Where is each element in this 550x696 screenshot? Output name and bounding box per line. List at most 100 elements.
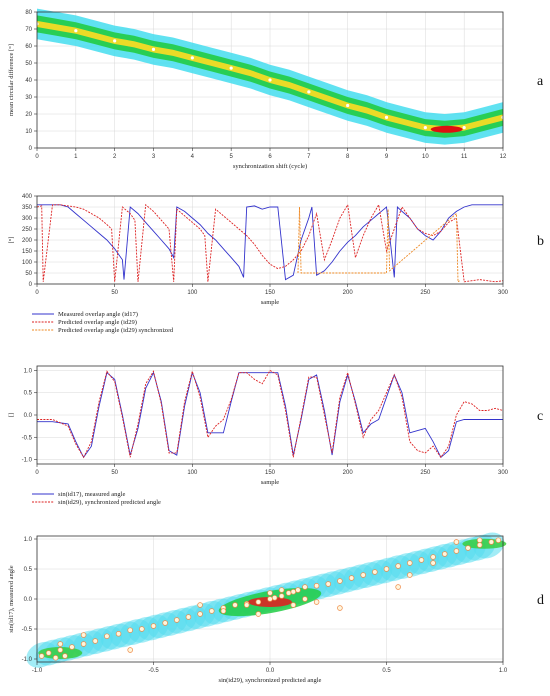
panel-c-axes: 0 50 100 150 200 250 300 -1.0 -0.5 0.0 0.5 1.0 bbox=[22, 365, 509, 476]
panel-d-point bbox=[139, 626, 145, 632]
panel-d-point bbox=[290, 589, 297, 595]
panel-b-y-tick-label: 150 bbox=[22, 249, 33, 255]
panel-c-x-tick-label: 150 bbox=[265, 470, 276, 476]
panel-b-y-tick-label: 350 bbox=[22, 205, 33, 211]
panel-d-point bbox=[185, 614, 192, 620]
panel-a-x-axis-label: synchronization shift (cycle) bbox=[233, 163, 307, 170]
panel-a-label: a bbox=[537, 74, 544, 89]
panel-a-x-tick-label: 7 bbox=[307, 154, 311, 160]
panel-a-y-tick-label: 70 bbox=[25, 27, 32, 33]
panel-a-x-tick-label: 8 bbox=[346, 154, 350, 160]
panel-b-label: b bbox=[537, 234, 544, 249]
panel-d-point bbox=[418, 557, 425, 563]
panel-a-x-tick-label: 2 bbox=[113, 154, 117, 160]
panel-d-point bbox=[476, 542, 483, 548]
panel-a-x-tick-label: 10 bbox=[422, 154, 429, 160]
panel-d-point bbox=[243, 602, 250, 608]
panel-c-y-tick-label: 1.0 bbox=[24, 368, 33, 374]
panel-a-point bbox=[462, 126, 466, 130]
panel-a-point bbox=[346, 103, 350, 108]
panel-d-point bbox=[476, 537, 483, 543]
panel-d-point bbox=[150, 623, 157, 629]
panel-a-point bbox=[423, 126, 427, 130]
panel-a-y-tick-label: 10 bbox=[25, 129, 32, 135]
panel-d-point bbox=[407, 572, 413, 578]
panel-d-point bbox=[52, 655, 59, 661]
panel-a-x-tick-label: 12 bbox=[500, 154, 507, 160]
panel-d-point bbox=[197, 602, 203, 608]
panel-d-x-tick-label: 0.0 bbox=[266, 668, 275, 674]
panel-a-x-tick-label: 6 bbox=[268, 154, 272, 160]
panel-a-point bbox=[113, 39, 117, 43]
panel-a-density-peak bbox=[430, 125, 463, 133]
panel-c-x-tick-label: 300 bbox=[498, 470, 509, 476]
panel-a-y-tick-label: 30 bbox=[25, 95, 32, 101]
panel-a-x-tick-label: 9 bbox=[385, 154, 389, 160]
panel-d-label: d bbox=[537, 593, 544, 608]
panel-b-y-tick-label: 0 bbox=[29, 282, 33, 288]
panel-d-x-axis-label: sin(id29), synchronized predicted angle bbox=[219, 677, 322, 684]
panel-d-x-tick-label: -0.5 bbox=[148, 668, 159, 674]
panel-a-point bbox=[229, 66, 233, 70]
panel-d-point bbox=[115, 631, 122, 637]
panel-d-point bbox=[45, 650, 52, 656]
panel-c-legend-label: sin(id17), measured angle bbox=[58, 491, 125, 498]
panel-c-y-axis-label: [] bbox=[8, 413, 15, 417]
panel-a-x-tick-label: 0 bbox=[35, 154, 39, 160]
panel-d-point bbox=[295, 587, 301, 593]
panel-d-point bbox=[313, 599, 320, 605]
panel-d-point bbox=[197, 611, 203, 617]
panel-d-point bbox=[430, 560, 436, 566]
panel-d-point bbox=[174, 617, 180, 623]
panel-b-x-axis-label: sample bbox=[261, 299, 280, 306]
panel-b-y-axis-label: [°] bbox=[8, 237, 15, 244]
panel-c-x-tick-label: 250 bbox=[420, 470, 431, 476]
panel-b-legend: Measured overlap angle (id17)Predicted o… bbox=[32, 311, 174, 334]
panel-a-x-tick-label: 4 bbox=[191, 154, 195, 160]
panel-a-point bbox=[190, 56, 194, 60]
panel-d-y-tick-label: -0.5 bbox=[22, 627, 33, 633]
panel-d-point bbox=[395, 584, 401, 590]
panel-a-x-tick-label: 3 bbox=[152, 154, 156, 160]
panel-a-points bbox=[35, 22, 505, 130]
panel-d-point bbox=[69, 644, 75, 650]
panel-d-point bbox=[127, 627, 133, 633]
panel-a-x-tick-label: 1 bbox=[74, 154, 78, 160]
panel-d-point bbox=[92, 638, 98, 644]
panel-b-y-tick-label: 50 bbox=[25, 271, 32, 277]
panel-d-point bbox=[80, 632, 87, 638]
panel-d-x-tick-label: -1.0 bbox=[32, 668, 43, 674]
panel-b-series-line bbox=[36, 203, 504, 283]
panel-c-legend-label: sin(id29), synchronized predicted angle bbox=[58, 499, 161, 506]
panel-b-y-tick-label: 250 bbox=[22, 227, 33, 233]
panel-d-point bbox=[267, 590, 273, 596]
panel-c: 0 50 100 150 200 250 300 -1.0 -0.5 0.0 0.5 1.0 samp… bbox=[8, 365, 543, 506]
panel-d-point bbox=[162, 620, 168, 626]
panel-d-point bbox=[453, 539, 460, 545]
panel-c-series-line bbox=[37, 369, 504, 459]
panel-a-x-tick-label: 11 bbox=[461, 154, 468, 160]
panel-d-point bbox=[348, 575, 355, 581]
panel-d-point bbox=[278, 593, 285, 599]
panel-c-y-tick-label: -0.5 bbox=[22, 435, 33, 441]
panel-d-point bbox=[267, 596, 273, 602]
panel-d-y-tick-label: 0.5 bbox=[24, 567, 33, 573]
panel-d-point bbox=[488, 539, 495, 545]
panel-d-point bbox=[465, 545, 471, 551]
panel-b-series-line bbox=[297, 206, 460, 283]
panel-d-point bbox=[57, 647, 64, 653]
panel-a-point bbox=[307, 90, 311, 94]
panel-b-y-tick-label: 300 bbox=[22, 216, 33, 222]
panel-c-series bbox=[37, 369, 504, 459]
panel-c-y-tick-label: 0.0 bbox=[24, 413, 33, 419]
panel-a-y-tick-label: 0 bbox=[29, 146, 33, 152]
panel-d-point bbox=[372, 569, 378, 575]
panel-d-point bbox=[313, 583, 320, 589]
panel-d-point bbox=[285, 590, 292, 596]
panel-d-point bbox=[395, 563, 401, 569]
panel-a-y-tick-label: 40 bbox=[25, 78, 32, 84]
panel-d-point bbox=[360, 572, 366, 578]
